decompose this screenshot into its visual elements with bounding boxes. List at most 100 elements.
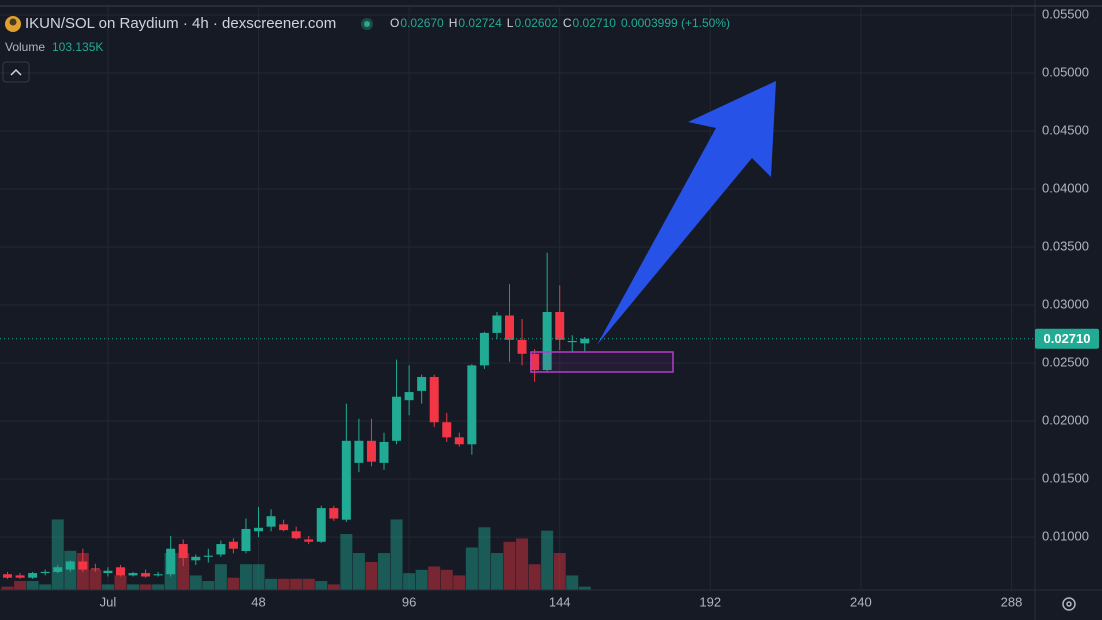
y-tick-label: 0.01000 bbox=[1042, 529, 1089, 544]
last-price-tag bbox=[1035, 328, 1099, 349]
y-tick-label: 0.05500 bbox=[1042, 6, 1089, 21]
candle-body bbox=[354, 440, 364, 463]
candle-body bbox=[203, 555, 213, 557]
candle-body bbox=[504, 315, 514, 340]
ohlc-legend: O 0.02670 H 0.02724 L 0.02602 C 0.02710 bbox=[390, 16, 616, 30]
volume-bar bbox=[189, 575, 202, 590]
volume-bar bbox=[1, 586, 14, 590]
volume-bar bbox=[478, 527, 491, 590]
y-tick-label: 0.01500 bbox=[1042, 471, 1089, 486]
x-tick-label: Jul bbox=[100, 594, 117, 609]
candle-body bbox=[404, 392, 414, 401]
legend-value: 0.02602 bbox=[514, 16, 558, 30]
legend-key: O bbox=[390, 16, 399, 30]
volume-bar bbox=[302, 578, 315, 590]
settings-button[interactable] bbox=[1062, 597, 1076, 611]
volume-bar bbox=[214, 564, 227, 590]
x-tick-label: 48 bbox=[251, 594, 265, 609]
x-tick-label: 288 bbox=[1001, 594, 1023, 609]
volume-bar bbox=[227, 577, 240, 590]
x-tick-label: 96 bbox=[402, 594, 416, 609]
volume-bar bbox=[265, 578, 278, 590]
candle-body bbox=[191, 556, 201, 561]
volume-bar bbox=[453, 575, 466, 590]
volume-bar bbox=[365, 562, 378, 590]
candle-body bbox=[228, 541, 238, 549]
axes: 0.01000 0.01500 0.02000 0.02500 0.03000 0.035… bbox=[0, 6, 1099, 609]
volume-bar bbox=[553, 553, 566, 590]
candle-body bbox=[454, 437, 464, 445]
candle-body bbox=[479, 332, 489, 366]
token-icon-detail bbox=[9, 18, 17, 26]
candle-body bbox=[442, 422, 452, 438]
volume-bar bbox=[239, 564, 252, 590]
volume-bar bbox=[39, 584, 52, 590]
candle-body bbox=[241, 528, 251, 552]
candle-body bbox=[28, 573, 38, 578]
volume-bar bbox=[101, 584, 114, 590]
x-tick-label: 192 bbox=[699, 594, 721, 609]
candle-body bbox=[53, 567, 63, 572]
candle-body bbox=[103, 570, 113, 574]
candle-body bbox=[78, 561, 88, 570]
volume-bar bbox=[340, 534, 353, 590]
collapse-icon bbox=[10, 68, 22, 76]
volume-bar bbox=[465, 547, 478, 590]
legend-value: 0.02670 bbox=[400, 16, 444, 30]
volume-bar bbox=[26, 581, 39, 590]
volume-bar bbox=[139, 584, 152, 590]
volume-bar bbox=[415, 569, 428, 590]
volume-bar bbox=[541, 530, 554, 590]
volume-bar bbox=[252, 564, 265, 590]
x-tick-label: 144 bbox=[549, 594, 571, 609]
candle-body bbox=[216, 544, 226, 555]
legend-key: H bbox=[449, 16, 458, 30]
y-tick-label: 0.02000 bbox=[1042, 413, 1089, 428]
volume-label: Volume bbox=[5, 40, 45, 54]
change-text: 0.0003999 (+1.50%) bbox=[621, 16, 730, 30]
legend-key: C bbox=[563, 16, 572, 30]
volume-bar bbox=[403, 573, 416, 590]
candle-body bbox=[467, 365, 477, 445]
candle-body bbox=[555, 312, 565, 340]
volume-bar bbox=[428, 566, 441, 590]
candle-body bbox=[128, 573, 138, 576]
y-tick-label: 0.04500 bbox=[1042, 122, 1089, 137]
legend-value: 0.02710 bbox=[573, 16, 617, 30]
volume-bar bbox=[127, 584, 140, 590]
candle-body bbox=[366, 440, 376, 462]
candle-body bbox=[166, 548, 176, 575]
volume-bar bbox=[440, 569, 453, 590]
arrow bbox=[597, 81, 776, 345]
candle-body bbox=[40, 571, 50, 574]
collapse-button[interactable] bbox=[2, 61, 30, 83]
legend-key: L bbox=[507, 16, 514, 30]
candle-body bbox=[542, 312, 552, 371]
volume-layer bbox=[1, 519, 591, 590]
candle-body bbox=[492, 315, 502, 333]
candle-body bbox=[417, 376, 427, 391]
candle-body bbox=[115, 567, 125, 576]
volume-bar bbox=[528, 564, 541, 590]
candle-body bbox=[178, 544, 188, 558]
settings-icon bbox=[1066, 601, 1072, 607]
candle-body bbox=[254, 527, 264, 532]
candle-body bbox=[65, 561, 75, 570]
candle-body bbox=[517, 339, 527, 354]
y-tick-label: 0.03500 bbox=[1042, 238, 1089, 253]
volume-bar bbox=[566, 575, 579, 590]
candle-body bbox=[279, 524, 289, 531]
candle-body bbox=[141, 573, 151, 577]
volume-bar bbox=[490, 553, 503, 590]
y-tick-label: 0.04000 bbox=[1042, 180, 1089, 195]
candle-body bbox=[3, 574, 13, 578]
volume-bar bbox=[152, 584, 165, 590]
chart-title: IKUN/SOL on Raydium · 4h · dexscreener.c… bbox=[25, 15, 336, 32]
volume-bar bbox=[277, 578, 290, 590]
last-price-label: 0.02710 bbox=[1044, 331, 1091, 346]
volume-bar bbox=[352, 553, 365, 590]
volume-bar bbox=[51, 519, 64, 590]
volume-bar bbox=[14, 581, 27, 590]
candle-body bbox=[90, 568, 100, 570]
